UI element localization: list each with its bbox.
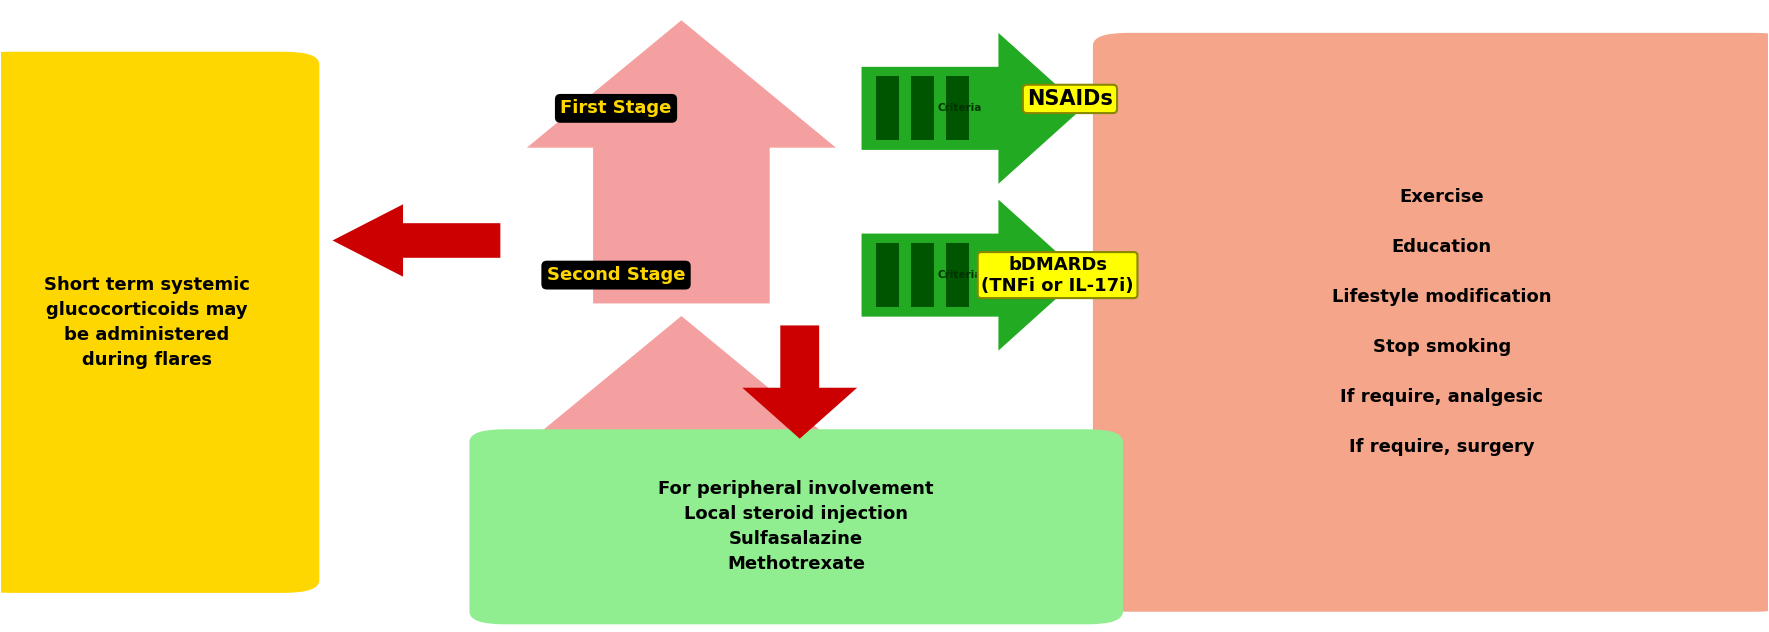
FancyBboxPatch shape bbox=[469, 429, 1123, 624]
Text: bDMARDs
(TNFi or IL-17i): bDMARDs (TNFi or IL-17i) bbox=[982, 256, 1134, 295]
Polygon shape bbox=[862, 33, 1083, 184]
Text: Exercise

Education

Lifestyle modification

Stop smoking

If require, analgesic: Exercise Education Lifestyle modificatio… bbox=[1332, 188, 1551, 456]
FancyBboxPatch shape bbox=[876, 243, 899, 307]
FancyBboxPatch shape bbox=[1093, 33, 1769, 612]
FancyBboxPatch shape bbox=[876, 76, 899, 140]
Polygon shape bbox=[862, 200, 1083, 351]
FancyBboxPatch shape bbox=[911, 76, 934, 140]
Text: For peripheral involvement
Local steroid injection
Sulfasalazine
Methotrexate: For peripheral involvement Local steroid… bbox=[658, 480, 934, 573]
Text: NSAIDs: NSAIDs bbox=[1028, 89, 1113, 109]
Polygon shape bbox=[743, 325, 858, 439]
Text: Criteria: Criteria bbox=[938, 270, 982, 280]
Text: Second Stage: Second Stage bbox=[547, 266, 685, 284]
Polygon shape bbox=[527, 20, 837, 303]
FancyBboxPatch shape bbox=[911, 243, 934, 307]
FancyBboxPatch shape bbox=[946, 243, 969, 307]
Text: Short term systemic
glucocorticoids may
be administered
during flares: Short term systemic glucocorticoids may … bbox=[44, 276, 249, 369]
Polygon shape bbox=[527, 316, 837, 599]
Polygon shape bbox=[333, 204, 501, 277]
Text: First Stage: First Stage bbox=[561, 99, 672, 118]
Text: Criteria: Criteria bbox=[938, 104, 982, 113]
FancyBboxPatch shape bbox=[0, 52, 320, 593]
FancyBboxPatch shape bbox=[946, 76, 969, 140]
